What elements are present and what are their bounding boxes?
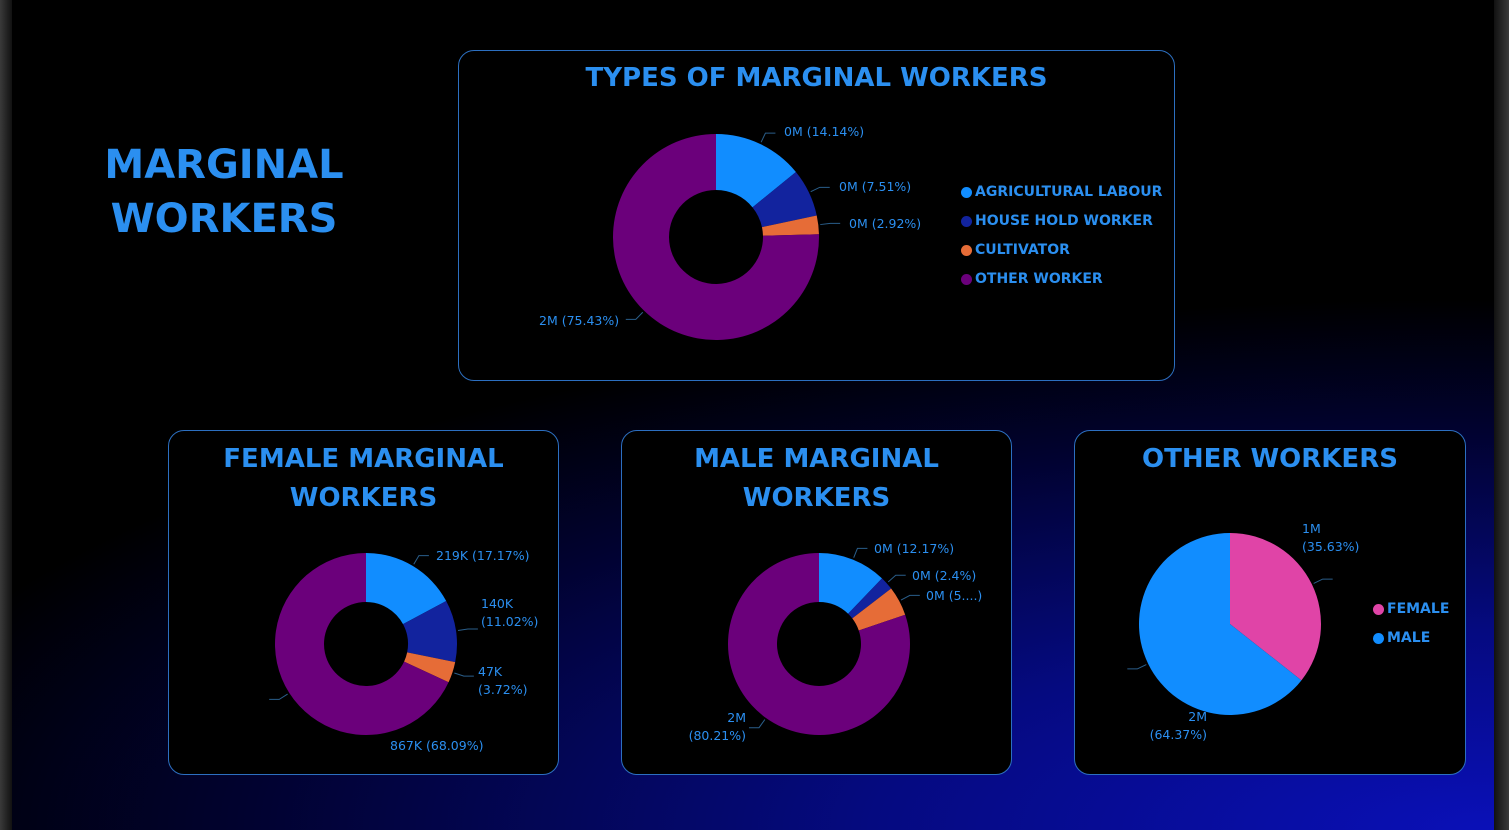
data-label: 867K (68.09%) [390, 738, 484, 753]
chart-title: OTHER WORKERS [1142, 444, 1398, 474]
data-label: 219K (17.17%) [436, 548, 530, 563]
data-label: 0M (5....) [926, 588, 983, 603]
legend-label: MALE [1387, 630, 1431, 646]
legend: AGRICULTURAL LABOUR HOUSE HOLD WORKER CU… [961, 178, 1162, 294]
legend-dot-icon [961, 216, 972, 227]
left-frame [0, 0, 12, 830]
legend-dot-icon [961, 187, 972, 198]
right-frame [1494, 0, 1509, 830]
data-label: 47K (3.72%) [478, 664, 528, 697]
data-label: 2M (64.37%) [1149, 709, 1207, 742]
legend-dot-icon [1373, 633, 1384, 644]
slice-female[interactable] [1230, 533, 1321, 681]
data-label: 0M (12.17%) [874, 541, 955, 556]
legend: FEMALE MALE [1373, 595, 1449, 653]
donut-chart [728, 547, 920, 735]
leader-line [625, 311, 644, 320]
legend-item[interactable]: HOUSE HOLD WORKER [961, 207, 1162, 236]
chart-title: FEMALE MARGINAL WORKERS [223, 444, 504, 513]
legend-item[interactable]: OTHER WORKER [961, 265, 1162, 294]
slice-agricultural-labour[interactable] [819, 553, 882, 614]
legend-label: HOUSE HOLD WORKER [975, 213, 1153, 229]
donut-chart [613, 132, 841, 341]
data-label: 2M (75.43%) [539, 313, 620, 328]
donut-chart [269, 553, 478, 735]
male-marginal-workers-card[interactable]: MALE MARGINAL WORKERS 0M (12.17%) 0M (2.… [621, 430, 1012, 775]
legend-label: CULTIVATOR [975, 242, 1070, 258]
legend-item[interactable]: AGRICULTURAL LABOUR [961, 178, 1162, 207]
data-label: 0M (2.4%) [912, 568, 977, 583]
data-label: 140K (11.02%) [481, 596, 539, 629]
legend-item[interactable]: MALE [1373, 624, 1449, 653]
leader-line [1313, 578, 1333, 584]
data-label: 1M (35.63%) [1302, 521, 1360, 554]
slice-male[interactable] [1139, 533, 1302, 715]
legend-dot-icon [961, 274, 972, 285]
female-marginal-workers-card[interactable]: FEMALE MARGINAL WORKERS 219K (17.17%) 14… [168, 430, 559, 775]
slice-house-hold-worker[interactable] [752, 172, 817, 228]
chart-title: MALE MARGINAL WORKERS [694, 444, 939, 513]
slice-cultivator[interactable] [761, 215, 819, 236]
leader-line [887, 574, 906, 583]
slice-other-worker[interactable] [274, 553, 449, 735]
leader-line [760, 132, 776, 143]
other-workers-card[interactable]: OTHER WORKERS 1M (35.63%) 2M (64.37%) FE… [1074, 430, 1466, 775]
data-label: 0M (7.51%) [839, 179, 912, 194]
slice-other-worker[interactable] [613, 134, 819, 341]
legend-dot-icon [961, 245, 972, 256]
data-label: 2M (80.21%) [688, 710, 746, 743]
slice-other-worker[interactable] [728, 553, 910, 735]
legend-item[interactable]: FEMALE [1373, 595, 1449, 624]
leader-line [820, 222, 841, 226]
leader-line [1127, 664, 1147, 670]
legend-dot-icon [1373, 604, 1384, 615]
data-label: 0M (14.14%) [784, 124, 865, 139]
data-label: 0M (2.92%) [849, 216, 922, 231]
chart-title: TYPES OF MARGINAL WORKERS [585, 63, 1048, 93]
page-title-line: WORKERS [110, 196, 338, 242]
legend-label: FEMALE [1387, 601, 1450, 617]
leader-line [454, 672, 474, 677]
slice-agricultural-labour[interactable] [716, 134, 796, 208]
page-title-line: MARGINAL [104, 142, 344, 188]
slice-cultivator[interactable] [852, 588, 906, 631]
leader-line [853, 547, 868, 558]
leader-line [457, 628, 478, 631]
leader-line [749, 719, 766, 729]
pie-chart [1127, 533, 1333, 715]
leader-line [810, 186, 830, 193]
slice-cultivator[interactable] [404, 652, 456, 683]
legend-label: OTHER WORKER [975, 271, 1103, 287]
types-of-marginal-workers-card[interactable]: TYPES OF MARGINAL WORKERS 0M (14.14%) 0M… [458, 50, 1175, 381]
slice-agricultural-labour[interactable] [366, 553, 447, 625]
legend-label: AGRICULTURAL LABOUR [975, 184, 1163, 200]
page-title: MARGINAL WORKERS [104, 138, 344, 246]
slice-house-hold-worker[interactable] [848, 578, 892, 619]
slice-house-hold-worker[interactable] [403, 601, 457, 663]
legend-item[interactable]: CULTIVATOR [961, 236, 1162, 265]
leader-line [900, 594, 920, 601]
leader-line [413, 555, 429, 565]
leader-line [269, 693, 288, 700]
